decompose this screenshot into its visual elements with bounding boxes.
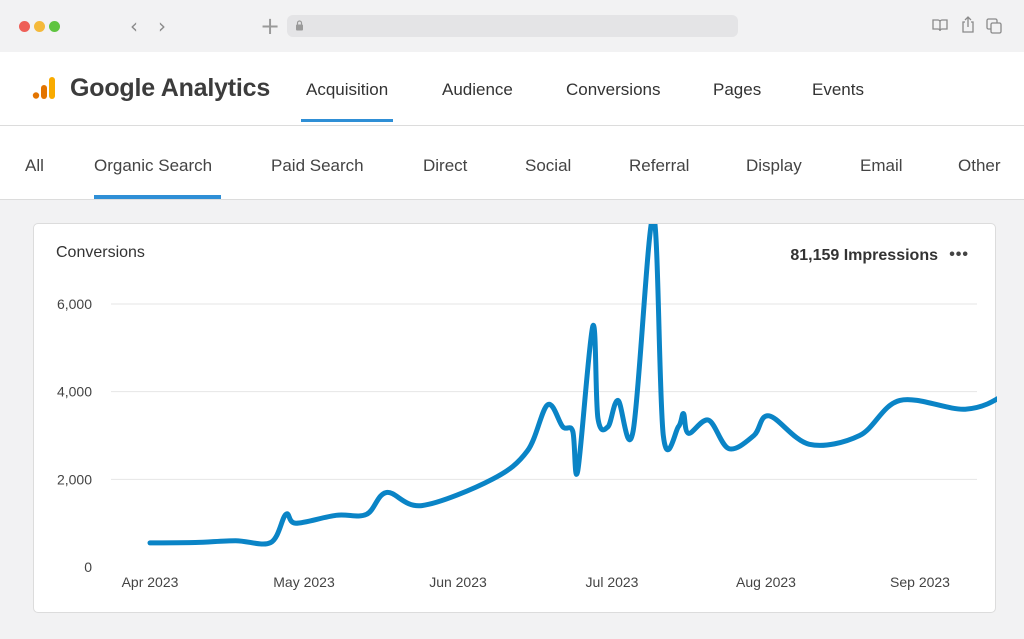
x-tick-label: Aug 2023 — [736, 574, 796, 590]
y-tick-label: 2,000 — [57, 471, 92, 487]
y-tick-label: 4,000 — [57, 384, 92, 400]
lock-icon — [296, 20, 303, 31]
share-icon[interactable] — [961, 16, 975, 33]
tab-audience[interactable]: Audience — [442, 80, 513, 99]
x-tick-label: May 2023 — [273, 574, 335, 590]
subtab-all[interactable]: All — [25, 156, 44, 175]
subtab-organic-search[interactable]: Organic Search — [94, 156, 222, 199]
tab-events[interactable]: Events — [812, 80, 864, 99]
subtab-email[interactable]: Email — [860, 156, 903, 175]
chevron-left-icon[interactable]: ‹ — [130, 14, 138, 38]
card-title: Conversions — [56, 244, 145, 261]
browser-toolbar: ‹ › + — [0, 0, 1024, 52]
tab-acquisition[interactable]: Acquisition — [300, 80, 394, 122]
app-header: Google Analytics Acquisition Audience Co… — [0, 52, 1024, 126]
conversions-card: Conversions 81,159 Impressions ••• 0 2,00… — [33, 223, 997, 613]
address-bar[interactable] — [287, 15, 738, 37]
conversions-series-line — [147, 224, 997, 547]
x-tick-label: Jul 2023 — [586, 574, 639, 590]
subtab-other[interactable]: Other — [958, 156, 1001, 175]
minimize-window-button[interactable] — [34, 21, 45, 32]
impressions-summary: 81,159 Impressions — [790, 247, 938, 265]
impressions-label: Impressions — [843, 247, 938, 264]
tab-conversions[interactable]: Conversions — [566, 80, 661, 99]
subtab-social[interactable]: Social — [525, 156, 572, 175]
zoom-window-button[interactable] — [49, 21, 60, 32]
brand-title: Google Analytics — [70, 74, 271, 102]
plus-icon[interactable]: + — [260, 12, 281, 40]
x-tick-label: Apr 2023 — [122, 574, 179, 590]
copy-tabs-icon[interactable] — [986, 18, 1002, 34]
more-options-icon[interactable]: ••• — [949, 246, 969, 263]
book-icon[interactable] — [932, 18, 948, 32]
impressions-value: 81,159 — [790, 247, 840, 264]
conversions-line-chart: 0 2,000 4,000 6,000 Apr 2023 May 2023 Jun 2023… — [57, 224, 997, 590]
subtab-paid-search[interactable]: Paid Search — [271, 156, 364, 175]
analytics-logo-icon — [32, 77, 55, 99]
close-window-button[interactable] — [19, 21, 30, 32]
subtab-direct[interactable]: Direct — [423, 156, 468, 175]
chevron-right-icon[interactable]: › — [158, 14, 166, 38]
channel-tabs: All Organic Search Paid Search Direct So… — [0, 126, 1024, 200]
subtab-display[interactable]: Display — [746, 156, 802, 175]
subtab-referral[interactable]: Referral — [629, 156, 690, 175]
y-tick-label: 0 — [84, 559, 92, 575]
x-tick-label: Jun 2023 — [429, 574, 487, 590]
x-tick-label: Sep 2023 — [890, 574, 950, 590]
y-tick-label: 6,000 — [57, 296, 92, 312]
tab-pages[interactable]: Pages — [713, 80, 762, 99]
